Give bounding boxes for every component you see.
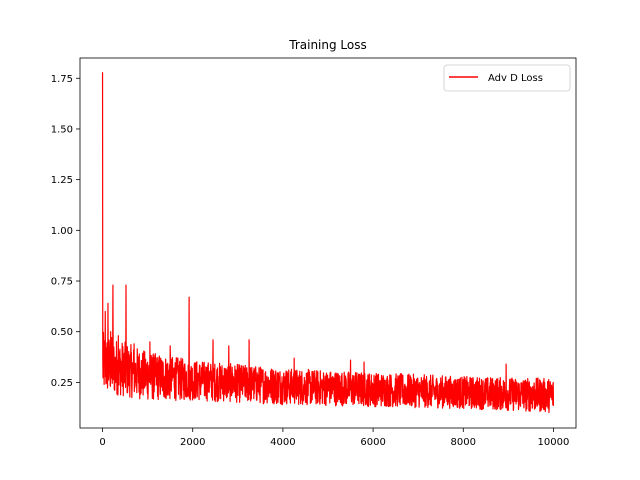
series-layer	[101, 72, 555, 414]
x-tick-label: 0	[99, 437, 105, 448]
y-tick-label: 1.50	[51, 124, 73, 135]
y-tick-label: 0.25	[51, 378, 73, 389]
series-line-adv-d-loss	[101, 72, 555, 414]
legend: Adv D Loss	[443, 64, 571, 92]
y-tick-label: 1.00	[51, 226, 73, 237]
y-tick-label: 0.75	[51, 277, 73, 288]
chart-title: Training Loss	[288, 38, 366, 52]
legend-label-adv-d-loss: Adv D Loss	[488, 73, 543, 84]
plot-frame	[79, 57, 577, 429]
axes-layer: 0 2000 4000 6000 8000 10000 0.25 0.50 0.75 1.00 1.…	[51, 74, 570, 448]
y-tick-label: 0.50	[51, 327, 73, 338]
y-tick-label: 1.75	[51, 74, 73, 85]
x-tick-label: 6000	[360, 437, 385, 448]
x-tick-label: 10000	[538, 437, 570, 448]
x-tick-label: 8000	[451, 437, 476, 448]
x-tick-label: 2000	[180, 437, 205, 448]
x-tick-label: 4000	[270, 437, 295, 448]
y-tick-label: 1.25	[51, 175, 73, 186]
legend-box	[443, 64, 571, 92]
